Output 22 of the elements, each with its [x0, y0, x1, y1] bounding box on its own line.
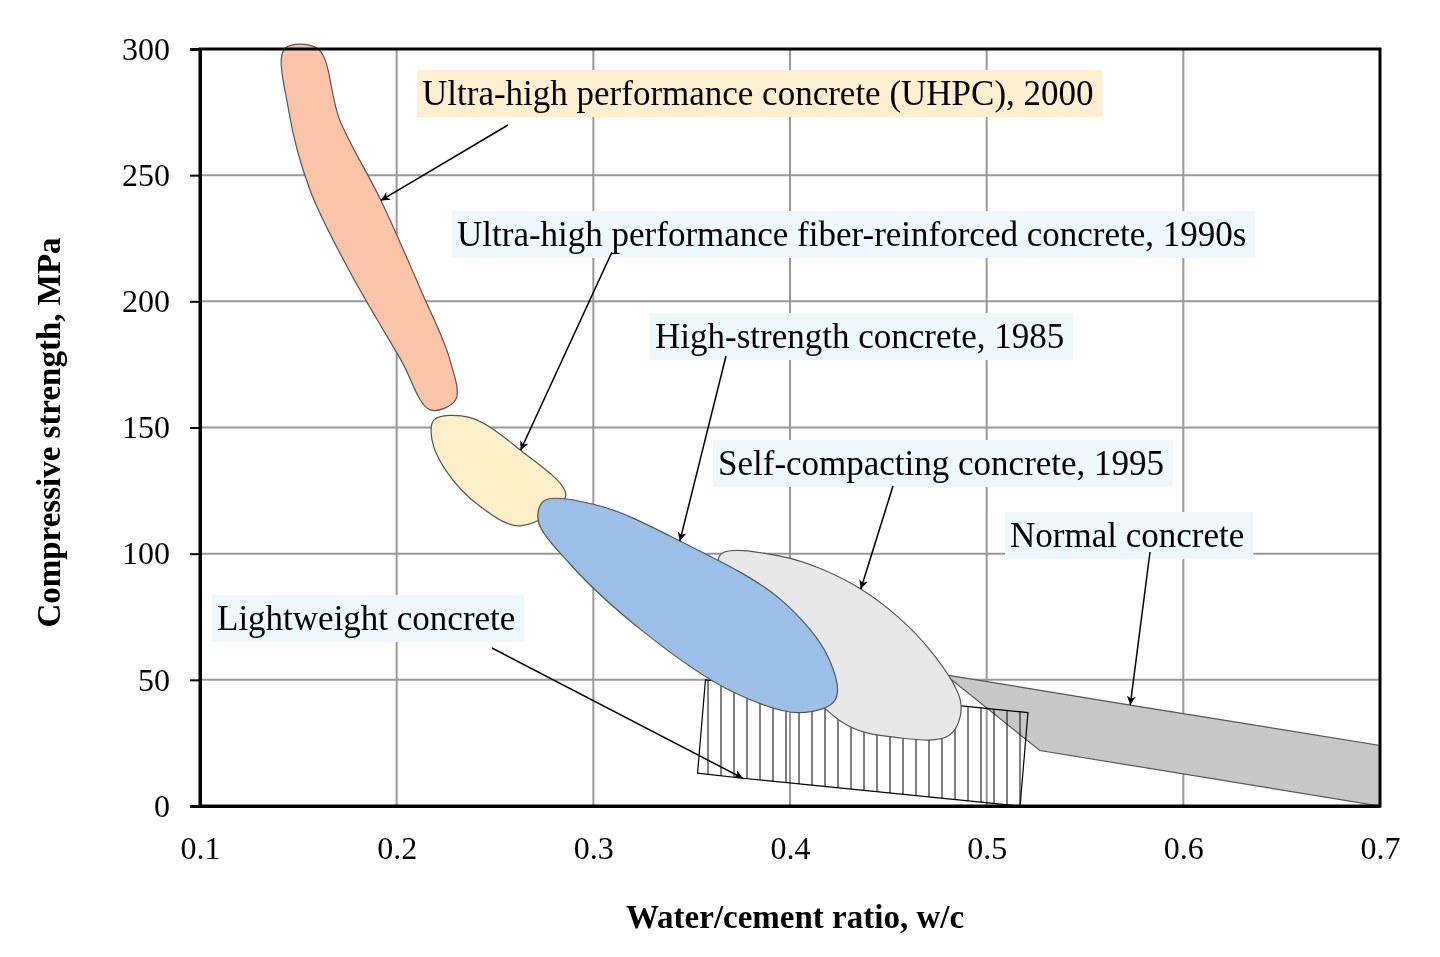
annotation: Ultra-high performance fiber-reinforced concrete, 1990s [457, 215, 1247, 254]
annotation: Lightweight concrete [217, 599, 516, 638]
y-tick-label: 250 [122, 156, 170, 193]
y-tick-label: 300 [122, 30, 170, 67]
x-tick-label: 0.7 [1360, 829, 1401, 866]
x-tick-label: 0.5 [967, 829, 1008, 866]
x-tick-label: 0.6 [1163, 829, 1204, 866]
x-tick-label: 0.3 [573, 829, 614, 866]
x-tick-label: 0.2 [377, 829, 418, 866]
y-tick-label: 150 [122, 409, 170, 446]
annotation: Self-compacting concrete, 1995 [718, 444, 1165, 483]
annotation: High-strength concrete, 1985 [655, 317, 1065, 356]
y-tick-label: 200 [122, 283, 170, 320]
x-tick-label: 0.4 [770, 829, 811, 866]
x-tick-label: 0.1 [180, 829, 221, 866]
y-axis-title: Compressive strength, MPa [31, 237, 67, 628]
y-tick-label: 0 [154, 787, 170, 824]
y-tick-label: 50 [138, 661, 170, 698]
annotation: Ultra-high performance concrete (UHPC), 2000 [422, 74, 1094, 113]
y-tick-label: 100 [122, 535, 170, 572]
annotation: Normal concrete [1010, 516, 1245, 555]
x-axis-title: Water/cement ratio, w/c [625, 899, 965, 935]
